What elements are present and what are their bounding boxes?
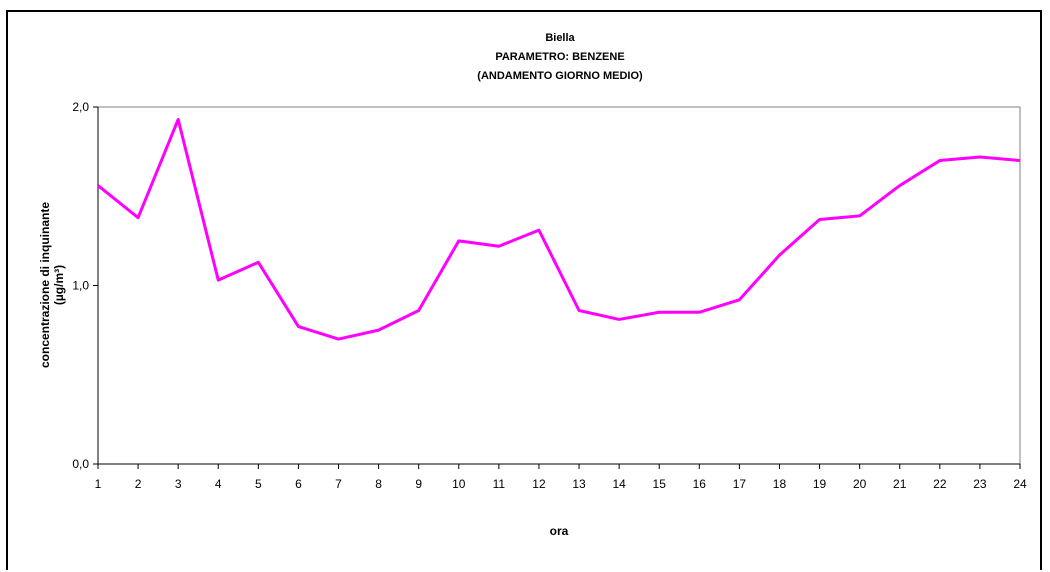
chart-title-line-1: Biella	[545, 32, 575, 44]
x-tick-label: 6	[295, 477, 302, 491]
x-tick-label: 14	[612, 477, 626, 491]
x-tick-label: 20	[853, 477, 867, 491]
x-axis-label: ora	[550, 524, 569, 538]
chart-title-line-3: (ANDAMENTO GIORNO MEDIO)	[477, 70, 643, 82]
x-tick-label: 11	[493, 477, 506, 491]
x-tick-label: 21	[893, 477, 907, 491]
chart-title-line-2: PARAMETRO: BENZENE	[495, 51, 624, 63]
x-tick-label: 9	[415, 477, 422, 491]
x-tick-label: 18	[773, 477, 787, 491]
y-axis-label-line-1: concentrazione di inquinante	[38, 202, 52, 368]
x-tick-label: 7	[335, 477, 342, 491]
x-tick-label: 3	[175, 477, 182, 491]
series-line-benzene	[97, 117, 1021, 341]
x-tick-label: 12	[532, 477, 546, 491]
x-tick-label: 15	[653, 477, 667, 491]
x-tick-label: 22	[933, 477, 947, 491]
y-tick-label: 1,0	[72, 279, 89, 293]
x-tick-label: 24	[1013, 477, 1027, 491]
chart-frame	[6, 10, 1042, 570]
x-axis-ticks: 1 2 3 4 5 6 7 8 9 10 11 12 13 14 15 16 17 18 19 20 21 22 23 24	[95, 464, 1027, 491]
x-tick-label: 5	[255, 477, 262, 491]
x-tick-label: 23	[973, 477, 987, 491]
x-tick-label: 13	[572, 477, 586, 491]
x-tick-label: 2	[135, 477, 142, 491]
x-tick-label: 4	[215, 477, 222, 491]
y-tick-label: 2,0	[72, 100, 89, 114]
x-tick-label: 17	[733, 477, 747, 491]
y-axis-label-line-2: (µg/m³)	[52, 265, 66, 305]
x-tick-label: 10	[452, 477, 466, 491]
y-axis-ticks: 0,0 1,0 2,0	[72, 100, 98, 471]
plot-area	[97, 106, 1021, 465]
x-tick-label: 8	[375, 477, 382, 491]
x-tick-label: 19	[813, 477, 827, 491]
y-tick-label: 0,0	[72, 457, 89, 471]
x-tick-label: 16	[693, 477, 707, 491]
x-tick-label: 1	[95, 477, 102, 491]
